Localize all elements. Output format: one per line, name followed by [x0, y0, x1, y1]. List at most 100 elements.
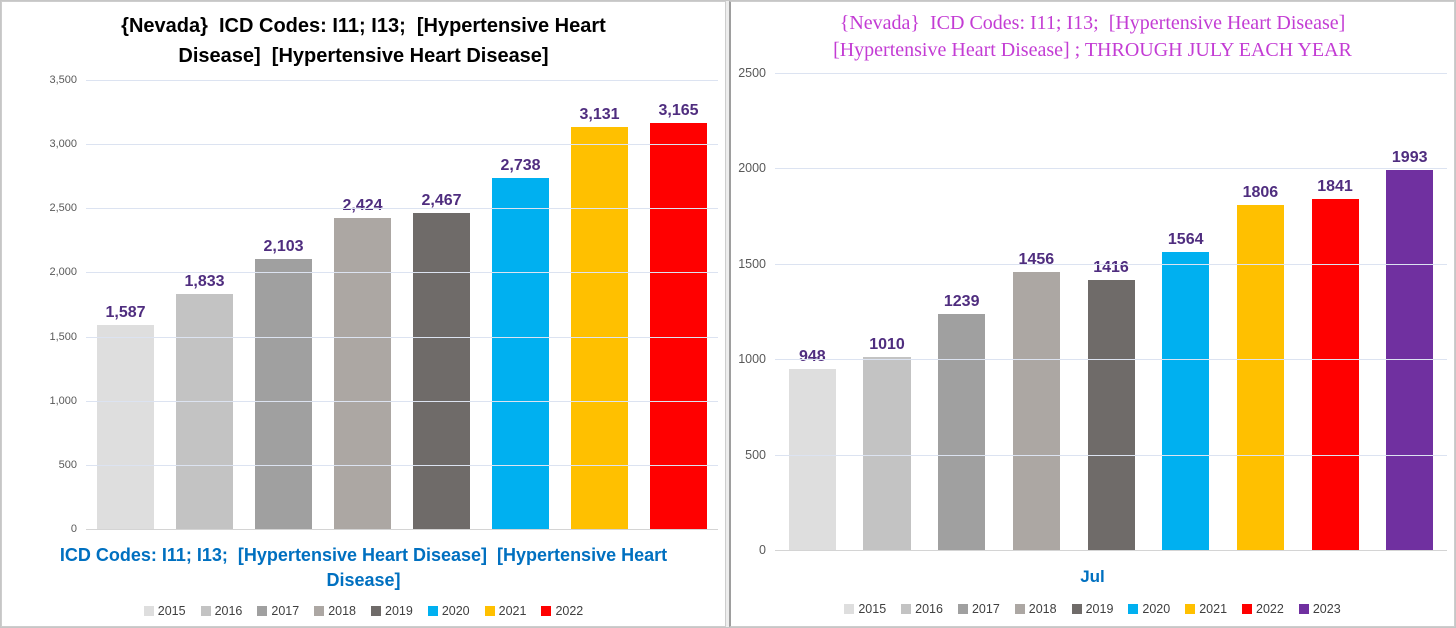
y-axis-tick-label: 500 — [745, 447, 766, 462]
bar-2018[interactable] — [1012, 272, 1060, 550]
plot-area: 1,587 1,833 2,103 2,424 2,467 2,738 3,131 3,165… — [49, 74, 718, 535]
gridline — [775, 263, 1447, 265]
legend-swatch — [1128, 604, 1139, 614]
bar-group-2021: 1806 — [1223, 73, 1298, 550]
chart-legend: 2015 2016 2017 2018 2019 2020 2021 2022 — [2, 604, 725, 618]
legend-item-2020[interactable]: 2020 — [427, 604, 470, 618]
bar-group-2015: 948 — [775, 73, 850, 550]
bar-group-2021: 3,131 — [560, 80, 639, 529]
legend-swatch — [541, 606, 552, 616]
legend-item-2018[interactable]: 2018 — [314, 604, 356, 618]
legend-item-2019[interactable]: 2019 — [1071, 602, 1114, 616]
legend-swatch — [1185, 604, 1196, 614]
bar-value-label: 3,165 — [658, 101, 699, 119]
bar-value-label: 1993 — [1391, 148, 1428, 166]
legend-swatch — [200, 606, 211, 616]
legend-swatch — [1298, 604, 1309, 614]
bar-series: 948 1010 1239 1456 1416 1564 1806 1841 1993 — [775, 73, 1447, 550]
legend-item-2016[interactable]: 2016 — [200, 604, 242, 618]
bar-2022[interactable] — [1311, 198, 1359, 550]
chart-title: {Nevada} ICD Codes: I11; I13; [Hypertens… — [833, 12, 1352, 61]
legend-item-2018[interactable]: 2018 — [1014, 602, 1057, 616]
legend-swatch — [1014, 604, 1025, 614]
bar-group-2020: 2,738 — [481, 80, 560, 529]
bar-value-label: 2,103 — [263, 238, 304, 256]
legend-item-2023[interactable]: 2023 — [1298, 602, 1341, 616]
legend-label: 2018 — [328, 604, 356, 618]
legend-item-2022[interactable]: 2022 — [541, 604, 583, 618]
bar-2017[interactable] — [255, 259, 312, 529]
legend-item-2021[interactable]: 2021 — [484, 604, 527, 618]
legend-label: 2020 — [441, 604, 470, 618]
bar-2019[interactable] — [413, 212, 470, 529]
bar-2015[interactable] — [788, 369, 836, 550]
x-axis-title: ICD Codes: I11; I13; [Hypertensive Heart… — [59, 545, 668, 591]
legend-label: 2020 — [1142, 602, 1171, 616]
bar-value-label: 1,587 — [105, 304, 146, 322]
bar-2017[interactable] — [938, 313, 986, 550]
legend-label: 2019 — [1085, 602, 1114, 616]
bar-2021[interactable] — [571, 127, 628, 529]
legend-item-2022[interactable]: 2022 — [1242, 602, 1284, 616]
bar-value-label: 1010 — [869, 336, 905, 354]
y-axis-tick-label: 2000 — [738, 161, 766, 176]
legend-label: 2019 — [385, 604, 413, 618]
legend-item-2019[interactable]: 2019 — [371, 604, 413, 618]
y-axis-tick-label: 3,000 — [49, 138, 77, 151]
legend-item-2020[interactable]: 2020 — [1128, 602, 1170, 616]
bar-2020[interactable] — [492, 177, 549, 529]
bar-value-label: 2,738 — [500, 156, 541, 174]
legend-label: 2022 — [1256, 602, 1284, 616]
gridline — [775, 168, 1447, 170]
bar-2019[interactable] — [1087, 279, 1135, 550]
bar-2022[interactable] — [650, 122, 707, 529]
y-axis-tick-label: 3,500 — [49, 74, 77, 86]
y-axis-tick-label: 500 — [58, 458, 77, 471]
bar-group-2016: 1010 — [850, 73, 925, 550]
bar-group-2018: 2,424 — [323, 80, 402, 529]
legend-swatch — [143, 606, 154, 616]
legend-swatch — [371, 606, 381, 616]
legend-label: 2021 — [1199, 602, 1228, 616]
legend-label: 2021 — [498, 604, 527, 618]
bar-value-label: 1564 — [1167, 230, 1204, 248]
legend-label: 2017 — [971, 602, 1000, 616]
legend-item-2017[interactable]: 2017 — [257, 604, 299, 618]
legend-swatch — [844, 604, 855, 614]
legend-swatch — [1242, 604, 1253, 614]
legend-label: 2018 — [1028, 602, 1057, 616]
legend-label: 2022 — [555, 604, 584, 618]
legend-item-2021[interactable]: 2021 — [1185, 602, 1227, 616]
legend-swatch — [957, 604, 968, 614]
legend-swatch — [257, 606, 268, 616]
bar-group-2015: 1,587 — [86, 80, 165, 529]
gridline — [86, 400, 718, 402]
bar-2016[interactable] — [176, 293, 233, 529]
legend-label: 2016 — [915, 602, 943, 616]
gridline — [86, 208, 718, 210]
bar-value-label: 2,467 — [421, 191, 462, 209]
bar-group-2022: 3,165 — [639, 80, 718, 529]
bar-group-2017: 1239 — [924, 73, 999, 550]
legend-item-2017[interactable]: 2017 — [957, 602, 1000, 616]
legend-item-2015[interactable]: 2015 — [844, 602, 886, 616]
legend-swatch — [427, 606, 438, 616]
bar-group-2019: 2,467 — [402, 80, 481, 529]
y-axis-tick-label: 1000 — [738, 352, 766, 367]
bar-value-label: 1456 — [1018, 251, 1055, 269]
bar-2021[interactable] — [1236, 205, 1284, 550]
legend-item-2015[interactable]: 2015 — [143, 604, 186, 618]
bar-2018[interactable] — [334, 218, 391, 529]
bar-2016[interactable] — [863, 357, 911, 550]
chart-panel-through-july: {Nevada} ICD Codes: I11; I13; [Hypertens… — [729, 1, 1455, 627]
y-axis-tick-label: 2,500 — [49, 202, 77, 215]
bar-2015[interactable] — [97, 325, 154, 529]
bar-value-label: 1806 — [1242, 184, 1279, 202]
legend-item-2016[interactable]: 2016 — [901, 602, 943, 616]
bar-value-label: 948 — [798, 348, 826, 366]
bar-series: 1,587 1,833 2,103 2,424 2,467 2,738 3,131 3,165 — [86, 80, 718, 529]
bar-2020[interactable] — [1162, 251, 1210, 550]
chart-panel-annual: {Nevada} ICD Codes: I11; I13; [Hypertens… — [1, 1, 726, 627]
gridline — [775, 73, 1447, 74]
gridline — [86, 464, 718, 466]
